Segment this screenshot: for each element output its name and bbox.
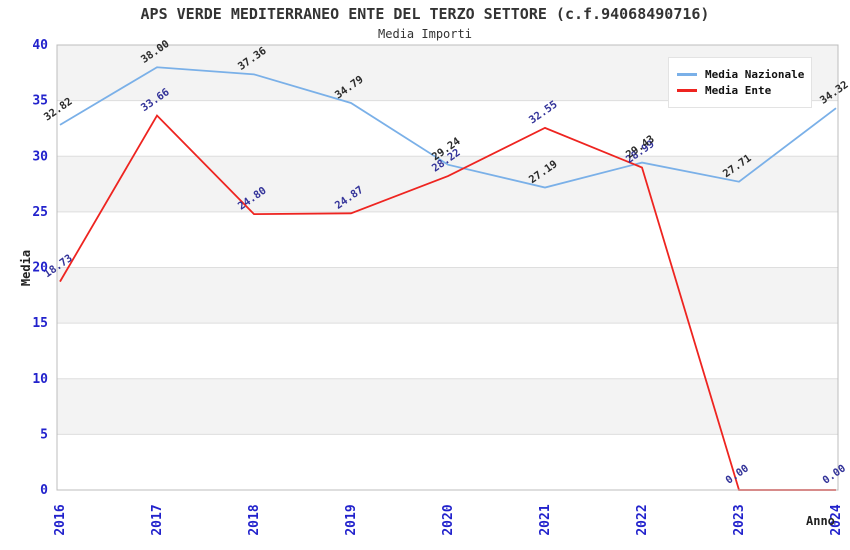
chart-legend: Media Nazionale Media Ente xyxy=(668,57,812,108)
x-tick-label: 2022 xyxy=(635,504,650,535)
y-tick-label: 0 xyxy=(40,483,48,498)
data-label: 32.55 xyxy=(527,98,560,126)
series-line-media-nazionale xyxy=(59,66,837,189)
grid-band xyxy=(57,267,838,324)
plot-border xyxy=(56,44,839,491)
y-tick-label: 20 xyxy=(32,261,48,276)
x-tick-label: 2019 xyxy=(344,504,359,535)
legend-line-swatch-blue xyxy=(677,73,697,76)
y-axis-title: Media xyxy=(19,249,33,287)
grid-band xyxy=(57,156,838,212)
x-tick-label: 2021 xyxy=(538,504,553,535)
x-tick-label: 2024 xyxy=(829,504,844,535)
y-tick-label: 30 xyxy=(32,149,48,164)
legend-line-swatch-red xyxy=(677,89,697,92)
legend-label-media-ente: Media Ente xyxy=(705,84,772,97)
legend-item-media-ente: Media Ente xyxy=(677,84,803,97)
x-tick-label: 2023 xyxy=(732,504,747,535)
legend-label-media-nazionale: Media Nazionale xyxy=(705,68,805,81)
x-tick-label: 2016 xyxy=(53,504,68,535)
y-tick-label: 40 xyxy=(32,38,48,53)
chart-subtitle: Media Importi xyxy=(378,27,472,41)
x-tick-label: 2020 xyxy=(441,504,456,535)
x-tick-label: 2017 xyxy=(150,504,165,535)
x-axis-title: Anno xyxy=(806,514,835,528)
y-tick-label: 25 xyxy=(32,205,48,220)
legend-item-media-nazionale: Media Nazionale xyxy=(677,68,805,81)
y-tick-label: 15 xyxy=(32,316,48,331)
y-tick-label: 35 xyxy=(32,94,48,109)
series-line-media-ente xyxy=(59,114,836,491)
data-label: 0.00 xyxy=(820,462,848,486)
chart-title: APS VERDE MEDITERRANEO ENTE DEL TERZO SE… xyxy=(140,5,710,23)
grid-band xyxy=(57,378,838,435)
y-tick-label: 5 xyxy=(40,427,48,442)
y-tick-label: 10 xyxy=(32,372,48,387)
x-tick-label: 2018 xyxy=(247,504,262,535)
